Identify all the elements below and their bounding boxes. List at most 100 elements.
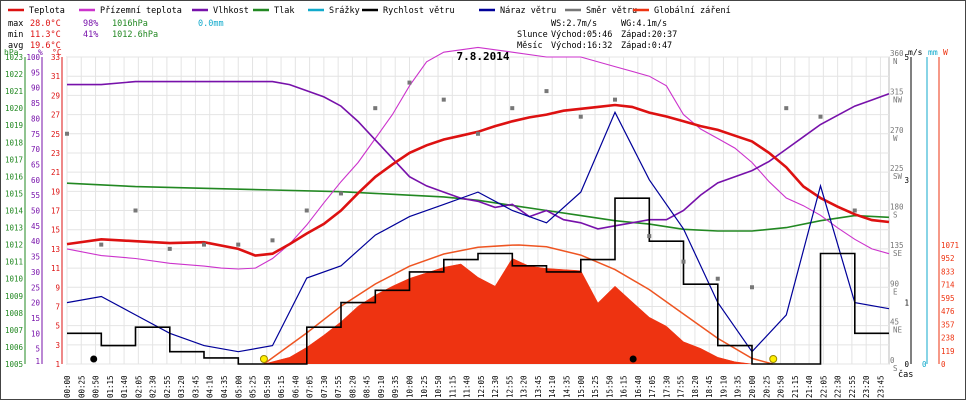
x-tick-label: 07:55 [334,375,343,398]
axis-hpa-tick: 1005 [5,360,23,369]
axis-ms-tick: 5 [904,53,909,62]
axis-pct-tick: 1 [35,357,40,366]
axis-degc-tick: 27 [51,111,60,120]
axis-hpa-tick: 1023 [5,53,23,62]
axis-hpa-tick: 1021 [5,87,23,96]
axis-pct-tick: 30 [31,268,41,277]
x-tick-label: 23:20 [862,375,871,398]
left-axes: 1357911131517192123252729313315101520253… [4,48,63,369]
x-tick-label: 18:20 [691,375,700,398]
x-tick-label: 11:40 [463,375,472,398]
wind-direction-point [65,131,69,136]
x-tick-label: 07:30 [320,375,329,398]
axis-mm-label: mm [928,48,938,57]
axis-dir-tick: 45 [890,318,899,327]
x-tick-label: 01:40 [120,375,129,398]
axis-dir-name: S [893,211,898,220]
wind-speed-line [67,197,889,365]
axis-hpa-tick: 1014 [5,207,24,216]
wind-direction-point [647,234,652,239]
x-tick-label: 05:00 [234,375,243,398]
axis-w-tick: 1071 [941,241,959,250]
radiation-fill [263,258,770,365]
moon-marker [90,355,98,363]
wind-direction-point [578,114,583,119]
x-axis-label: čas [898,369,913,380]
x-tick-label: 17:05 [648,375,657,398]
ground-temp-line [66,46,890,270]
stats-max-press: 1016hPa [112,19,148,29]
x-tick-label: 21:40 [805,375,814,398]
axis-dir-name: S [893,364,898,373]
axis-w-tick: 952 [941,254,955,263]
axis-dir-tick: 225 [890,164,904,173]
wind-direction-point [304,208,309,213]
axis-hpa-tick: 1020 [5,104,24,113]
x-tick-label: 20:00 [748,375,757,398]
axis-degc-tick: 1 [55,360,60,369]
axis-dir-name: NW [893,95,903,104]
moon-rise: Východ:16:32 [551,41,612,51]
axis-dir-name: E [893,287,898,296]
sun-moon-markers [90,355,778,363]
x-tick-label: 16:15 [620,375,629,398]
axis-degc-tick: 3 [55,341,60,350]
sun-moon-panel: WS:2.7m/s WG:4.1m/s Slunce Východ:05:46 … [517,19,677,51]
wind-direction-point [441,97,446,102]
x-tick-label: 06:15 [277,375,286,398]
series-lines [66,46,890,365]
axis-dir-tick: 135 [890,241,904,250]
axis-w-label: W [943,48,948,57]
x-tick-label: 20:50 [777,375,786,398]
axis-dir-name: SW [893,172,903,181]
axis-hpa-tick: 1022 [5,70,23,79]
wind-direction-point [407,80,412,85]
wind-direction-point [681,259,686,264]
x-tick-label: 02:55 [163,375,172,398]
x-tick-label: 20:25 [762,375,771,398]
axis-dir-tick: 180 [890,203,904,212]
x-tick-label: 01:15 [106,375,115,398]
axis-pct-tick: 90 [31,84,41,93]
axis-dir-tick: 315 [890,87,904,96]
axis-dir-tick: 0 [890,356,895,365]
legend-label: Tlak [274,6,294,16]
x-tick-label: 14:35 [562,375,571,398]
axis-pct-tick: 15 [31,314,40,323]
axis-pct-tick: 20 [31,299,41,308]
x-tick-label: 13:45 [534,375,543,398]
axis-w-tick: 0 [941,360,946,369]
x-tick-label: 11:15 [448,375,457,398]
axis-pct-label: % [38,48,43,57]
wind-direction-point [202,242,206,247]
sun-label: Slunce [517,30,548,40]
x-tick-label: 08:20 [348,375,357,398]
x-tick-label: 03:20 [177,375,186,398]
axis-w-tick: 714 [941,281,955,290]
axis-hpa-tick: 1008 [5,309,24,318]
axis-dir-name: W [893,134,898,143]
axis-hpa-tick: 1018 [5,138,24,147]
x-tick-label: 15:50 [605,375,614,398]
axis-degc-tick: 33 [51,53,60,62]
x-tick-label: 02:30 [149,375,158,398]
chart-title: 7.8.2014 [457,50,510,63]
x-tick-label: 19:35 [734,375,743,398]
axis-w-tick: 833 [941,267,955,276]
axis-dir-tick: 270 [890,126,904,135]
axis-hpa-tick: 1011 [5,258,23,267]
axis-hpa-tick: 1016 [5,172,24,181]
stats-panel: max 28.0°C 98% 1016hPa 0.0mm min 11.3°C … [8,19,224,51]
axis-dir-name: SE [893,249,903,258]
axis-ms-tick: 1 [904,299,909,308]
x-tick-label: 12:05 [477,375,486,398]
x-axis-ticks: 00:00 00:25 00:50 01:15 01:40 02:05 02:30 02:55… [63,375,885,398]
axis-degc-tick: 21 [51,168,60,177]
axis-degc-tick: 19 [51,187,60,196]
x-tick-label: 19:10 [719,375,728,398]
stats-max-temp: 28.0°C [30,19,61,29]
axis-dir-name: NE [893,326,903,335]
axis-degc-tick: 17 [51,207,60,216]
wind-direction-point [510,106,515,111]
